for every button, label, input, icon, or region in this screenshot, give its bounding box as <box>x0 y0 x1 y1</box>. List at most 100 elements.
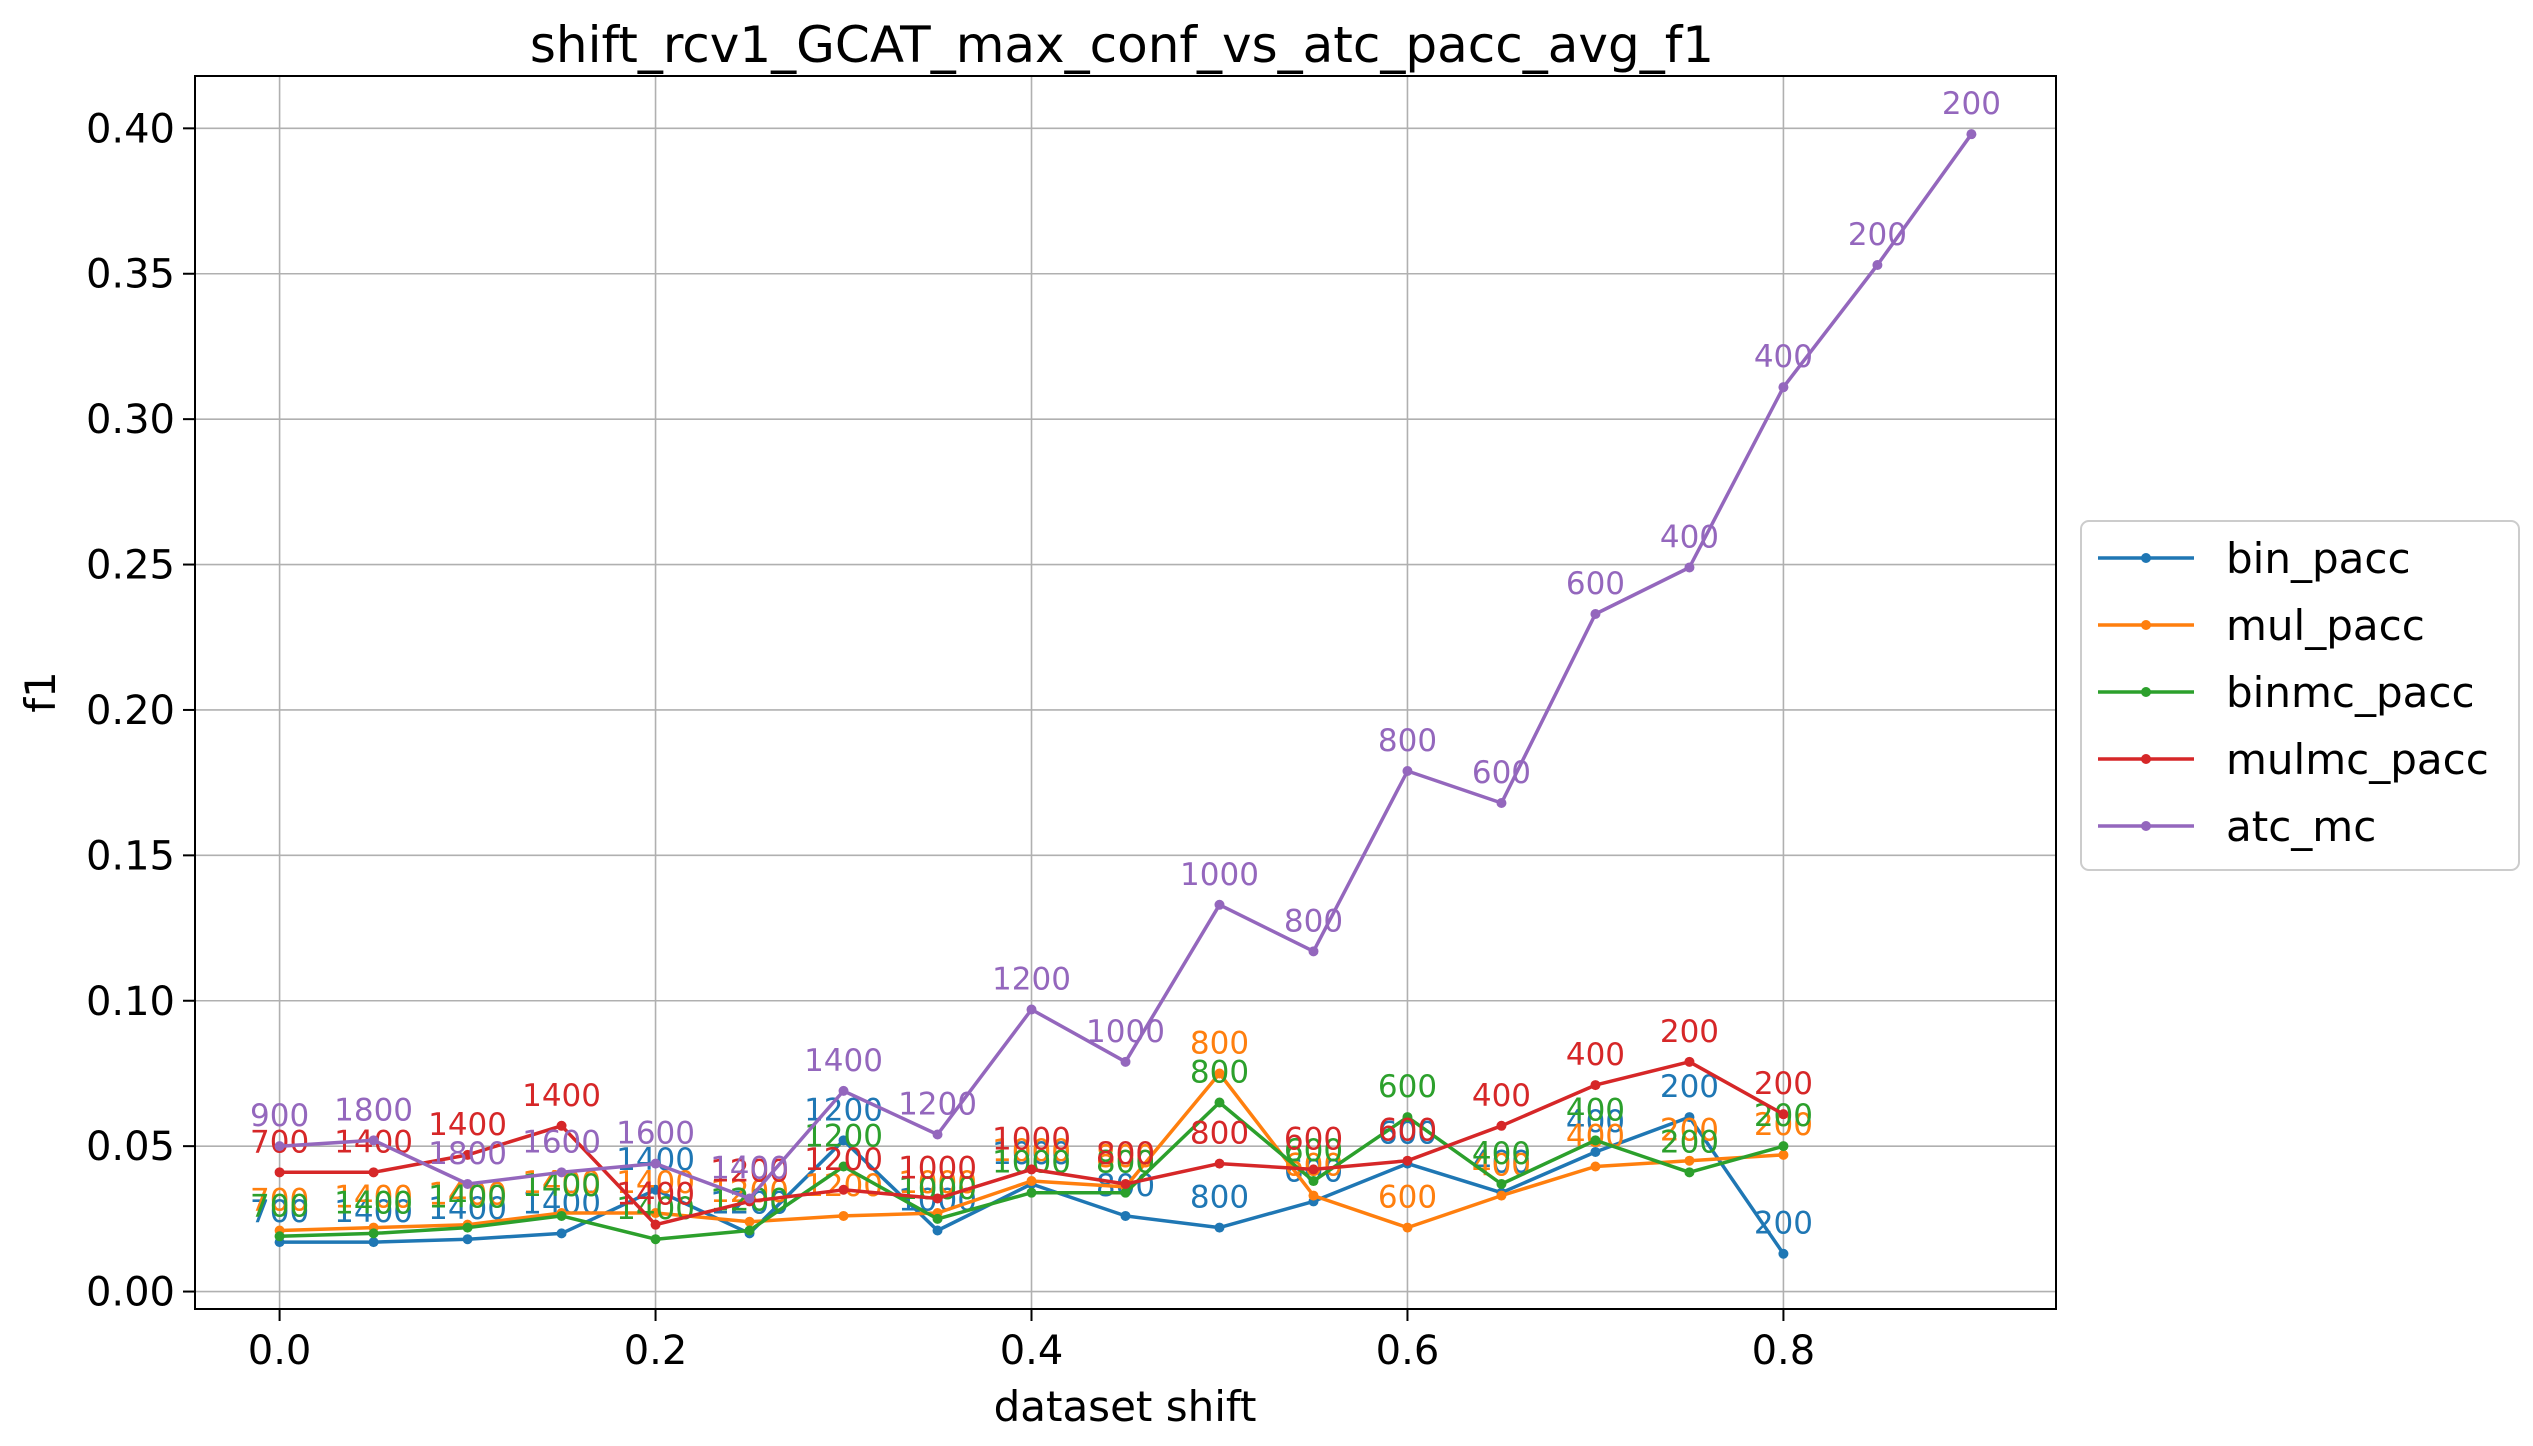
series-layer: 7001400140014001400120012001000100080080… <box>250 86 2001 1259</box>
data-point <box>368 1135 379 1146</box>
data-label: 800 <box>1284 903 1343 939</box>
x-tick-label: 0.2 <box>624 1328 688 1374</box>
y-tick-label: 0.40 <box>86 106 175 152</box>
data-label: 400 <box>1754 339 1813 375</box>
data-point <box>1214 899 1225 910</box>
data-point <box>1120 1178 1131 1189</box>
legend-label: atc_mc <box>2226 802 2376 851</box>
data-point <box>1590 1135 1601 1146</box>
data-label: 1000 <box>1180 857 1259 893</box>
data-point <box>838 1085 849 1096</box>
x-tick-label: 0.4 <box>1000 1328 1064 1374</box>
legend-label: mulmc_pacc <box>2226 735 2489 784</box>
data-label: 800 <box>1190 1025 1249 1061</box>
data-label: 800 <box>1096 1145 1155 1181</box>
data-label: 800 <box>1096 1136 1155 1172</box>
data-label: 600 <box>1472 755 1531 791</box>
data-point <box>932 1225 943 1236</box>
data-point <box>1402 1222 1413 1233</box>
data-point <box>932 1193 943 1204</box>
data-label: 200 <box>1660 1124 1719 1160</box>
data-label: 400 <box>1472 1078 1531 1114</box>
data-label: 800 <box>1096 1139 1155 1175</box>
data-label: 200 <box>1942 86 2001 122</box>
data-label: 400 <box>1566 1104 1625 1140</box>
data-point <box>1026 1164 1037 1175</box>
data-label: 900 <box>250 1098 309 1134</box>
data-label: 1400 <box>334 1185 413 1221</box>
y-tick-label: 0.30 <box>86 397 175 443</box>
x-axis-label: dataset shift <box>994 1382 1257 1431</box>
data-label: 400 <box>1566 1037 1625 1073</box>
data-label: 200 <box>1754 1206 1813 1242</box>
y-tick-label: 0.25 <box>86 543 175 589</box>
data-point <box>1684 1167 1695 1178</box>
data-point <box>650 1219 661 1230</box>
data-label: 600 <box>1378 1069 1437 1105</box>
data-label: 1000 <box>898 1150 977 1186</box>
data-point <box>1026 1176 1037 1187</box>
data-label: 1200 <box>992 961 1071 997</box>
data-point <box>1778 382 1789 393</box>
data-label: 200 <box>1754 1066 1813 1102</box>
data-point <box>1402 766 1413 777</box>
data-point <box>1590 1161 1601 1172</box>
data-point <box>1590 1080 1601 1091</box>
y-tick-label: 0.05 <box>86 1124 175 1170</box>
data-point <box>1214 1097 1225 1108</box>
legend-item-mulmc_pacc: mulmc_pacc <box>2098 735 2489 784</box>
data-label: 1400 <box>710 1150 789 1186</box>
data-point <box>1402 1112 1413 1123</box>
data-label: 600 <box>1378 1180 1437 1216</box>
data-point <box>274 1231 285 1242</box>
data-point <box>1026 1187 1037 1198</box>
data-label: 1800 <box>428 1136 507 1172</box>
data-point <box>1308 1164 1319 1175</box>
data-label: 600 <box>1284 1121 1343 1157</box>
data-point <box>1214 1068 1225 1079</box>
data-point <box>838 1135 849 1146</box>
data-point <box>650 1158 661 1169</box>
legend-marker <box>2141 821 2151 831</box>
legend-item-atc_mc: atc_mc <box>2098 802 2376 851</box>
data-label: 400 <box>1472 1148 1531 1184</box>
data-point <box>1308 1176 1319 1187</box>
data-point <box>556 1228 567 1239</box>
data-label: 700 <box>250 1194 309 1230</box>
data-point <box>1872 260 1883 271</box>
data-label: 400 <box>1566 1092 1625 1128</box>
data-point <box>1120 1187 1131 1198</box>
data-point <box>556 1120 567 1131</box>
data-point <box>1214 1158 1225 1169</box>
data-label: 1200 <box>804 1119 883 1155</box>
data-label: 1000 <box>1086 1014 1165 1050</box>
data-point <box>1402 1155 1413 1166</box>
x-tick-label: 0.6 <box>1376 1328 1440 1374</box>
y-tick-label: 0.35 <box>86 252 175 298</box>
data-point <box>368 1237 379 1248</box>
data-point <box>838 1161 849 1172</box>
ticks: 0.0 0.2 0.4 0.6 0.8 0.00 0.05 0.10 0.15 0.20 0.25 0… <box>86 106 1815 1374</box>
legend-item-binmc_pacc: binmc_pacc <box>2098 668 2475 717</box>
x-tick-label: 0.8 <box>1752 1328 1816 1374</box>
data-label: 1000 <box>992 1133 1071 1169</box>
data-point <box>556 1167 567 1178</box>
legend-marker <box>2141 754 2151 764</box>
data-point <box>1684 1056 1695 1067</box>
data-label: 1200 <box>710 1153 789 1189</box>
x-tick-label: 0.0 <box>248 1328 312 1374</box>
data-point <box>1684 1155 1695 1166</box>
data-label: 1400 <box>334 1180 413 1216</box>
data-point <box>744 1225 755 1236</box>
data-point <box>1120 1056 1131 1067</box>
data-label: 1200 <box>898 1087 977 1123</box>
data-label: 700 <box>250 1182 309 1218</box>
data-label: 800 <box>1190 1055 1249 1091</box>
data-point <box>932 1129 943 1140</box>
data-label: 600 <box>1566 566 1625 602</box>
data-point <box>1308 946 1319 957</box>
y-tick-label: 0.00 <box>86 1270 175 1316</box>
data-point <box>650 1184 661 1195</box>
data-point <box>1778 1149 1789 1160</box>
